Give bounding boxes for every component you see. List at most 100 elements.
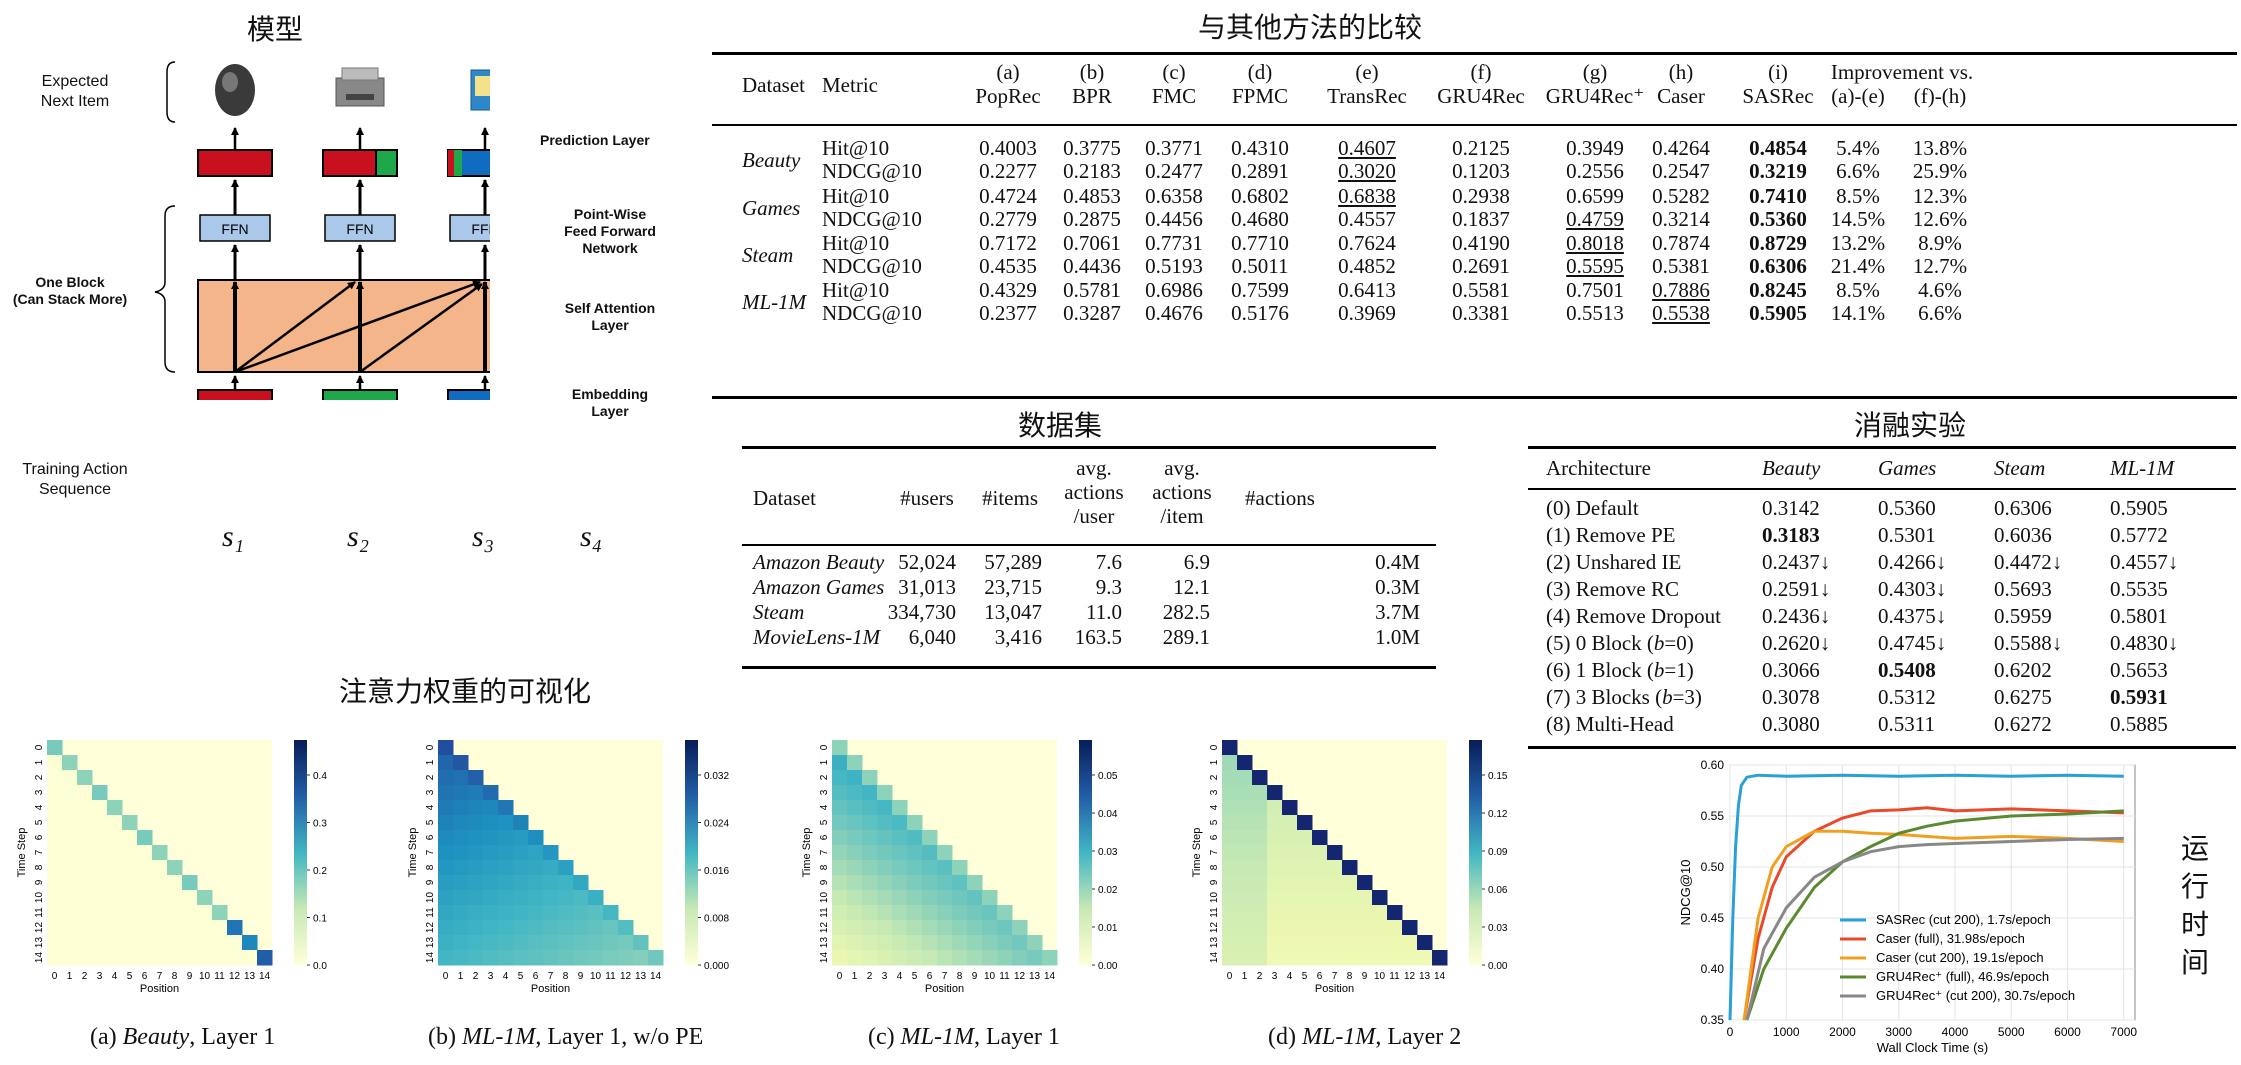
heatmap-cell	[907, 920, 923, 936]
x-tick-label: 2000	[1829, 1025, 1856, 1039]
software-box-icon	[470, 69, 490, 111]
heatmap-cell	[77, 785, 93, 801]
heatmap-cell	[513, 845, 529, 861]
x-tick-label: 0	[1227, 971, 1233, 982]
heatmap-cell	[92, 950, 108, 966]
y-tick-label: 7	[425, 849, 436, 855]
colorbar	[685, 740, 698, 965]
heatmap-cell	[257, 950, 273, 966]
header-col-letter: (d)	[1247, 60, 1273, 84]
header-col-method: FPMC	[1231, 84, 1289, 108]
heatmap-cell	[832, 890, 848, 906]
heatmap-cell	[892, 875, 908, 891]
x-tick-label: 7	[942, 971, 948, 982]
colorbar-label: 0.12	[1488, 809, 1508, 820]
y-tick-label: 13	[819, 937, 830, 949]
heatmap-cell	[212, 920, 228, 936]
heatmap-cell	[1267, 815, 1283, 831]
x-tick-label: 6	[142, 971, 148, 982]
heatmap-caption: (b) ML-1M, Layer 1, w/o PE	[428, 1024, 704, 1050]
x-tick-label: 3	[97, 971, 103, 982]
y-tick-label: 11	[1209, 907, 1220, 918]
ablation-value: 0.5959	[1994, 604, 2052, 628]
heatmap-cell	[862, 875, 878, 891]
heatmap-cell	[922, 905, 938, 921]
heatmap-cell	[907, 815, 923, 831]
metric-value: 0.4680	[1231, 207, 1289, 231]
metric-value: 0.4264	[1652, 136, 1710, 160]
metric-value: 0.4759	[1566, 207, 1624, 231]
heatmap-cell	[907, 860, 923, 876]
heatmap-cell	[468, 830, 484, 846]
heatmap-cell	[438, 740, 454, 756]
heatmap-cell	[1237, 770, 1253, 786]
metric-value: 0.3969	[1338, 301, 1396, 325]
y-tick-label: 11	[425, 907, 436, 918]
heatmap-cell	[1387, 950, 1403, 966]
heatmap-cell	[498, 890, 514, 906]
heatmap-cell	[62, 920, 78, 936]
heatmap-cell	[1297, 935, 1313, 951]
heatmap-cell	[453, 950, 469, 966]
ablation-value: 0.3142	[1762, 496, 1820, 520]
heatmap-cell	[107, 860, 123, 876]
y-tick-label: 8	[1209, 864, 1220, 870]
heatmap-cell	[892, 845, 908, 861]
heatmap-cell	[513, 890, 529, 906]
heatmap-cell	[1282, 905, 1298, 921]
colorbar-label: 0.03	[1098, 847, 1118, 858]
metric-value: 0.3214	[1652, 207, 1710, 231]
heatmap-cell	[832, 770, 848, 786]
y-tick-label: 14	[819, 952, 830, 964]
heatmap-cell	[92, 935, 108, 951]
heatmap-cell	[498, 905, 514, 921]
metric-value: 0.2691	[1452, 254, 1510, 278]
heatmap-cell	[832, 755, 848, 771]
heatmap-cell	[62, 935, 78, 951]
metric-value: 0.6413	[1338, 278, 1396, 302]
heatmap-cell	[483, 815, 499, 831]
metric-value: 13.2%	[1830, 231, 1886, 255]
heatmap-cell	[1417, 935, 1433, 951]
prediction-box-1	[197, 149, 273, 177]
x-tick-label: 12	[1404, 971, 1416, 982]
heatmap-cell	[47, 845, 63, 861]
heatmap-cell	[483, 890, 499, 906]
heatmap-cell	[1312, 860, 1328, 876]
colorbar	[294, 740, 307, 965]
colorbar-label: 0.1	[313, 914, 327, 925]
ablation-value: 0.5885	[2110, 712, 2168, 736]
heatmap-cell	[227, 935, 243, 951]
metric-value: 0.4676	[1145, 301, 1203, 325]
heatmap-cell	[1237, 755, 1253, 771]
heatmap-cell	[1222, 920, 1238, 936]
heatmap-cell	[528, 935, 544, 951]
metric-value: 0.3219	[1749, 159, 1807, 183]
x-tick-label: 7	[548, 971, 554, 982]
y-tick-label: 9	[1209, 879, 1220, 885]
heatmap-cell	[498, 920, 514, 936]
heatmap-cell	[438, 815, 454, 831]
heatmap-cell	[1312, 890, 1328, 906]
y-tick-label: 2	[425, 774, 436, 780]
x-tick-label: 4	[897, 971, 903, 982]
metric-value: 0.7886	[1652, 278, 1710, 302]
heatmap-cell	[648, 950, 664, 966]
heatmap-cell	[573, 935, 589, 951]
heatmap-cell	[892, 935, 908, 951]
heatmap-cell	[77, 935, 93, 951]
heatmap-cell	[212, 905, 228, 921]
ablation-value: 0.4557↓	[2110, 550, 2179, 574]
x-tick-label: 9	[578, 971, 584, 982]
y-tick-label: 8	[425, 864, 436, 870]
heatmap-cell	[182, 935, 198, 951]
legend-label: GRU4Rec⁺ (full), 46.9s/epoch	[1876, 969, 2049, 984]
heatmap-cell	[543, 890, 559, 906]
heatmap-cell	[1297, 845, 1313, 861]
heatmap-cell	[1342, 950, 1358, 966]
heatmap-cell	[1387, 920, 1403, 936]
heatmap-cell	[468, 875, 484, 891]
dataset-row-name: Amazon Games	[753, 575, 885, 599]
heatmap-cell	[1342, 860, 1358, 876]
y-tick-label: 6	[819, 834, 830, 840]
